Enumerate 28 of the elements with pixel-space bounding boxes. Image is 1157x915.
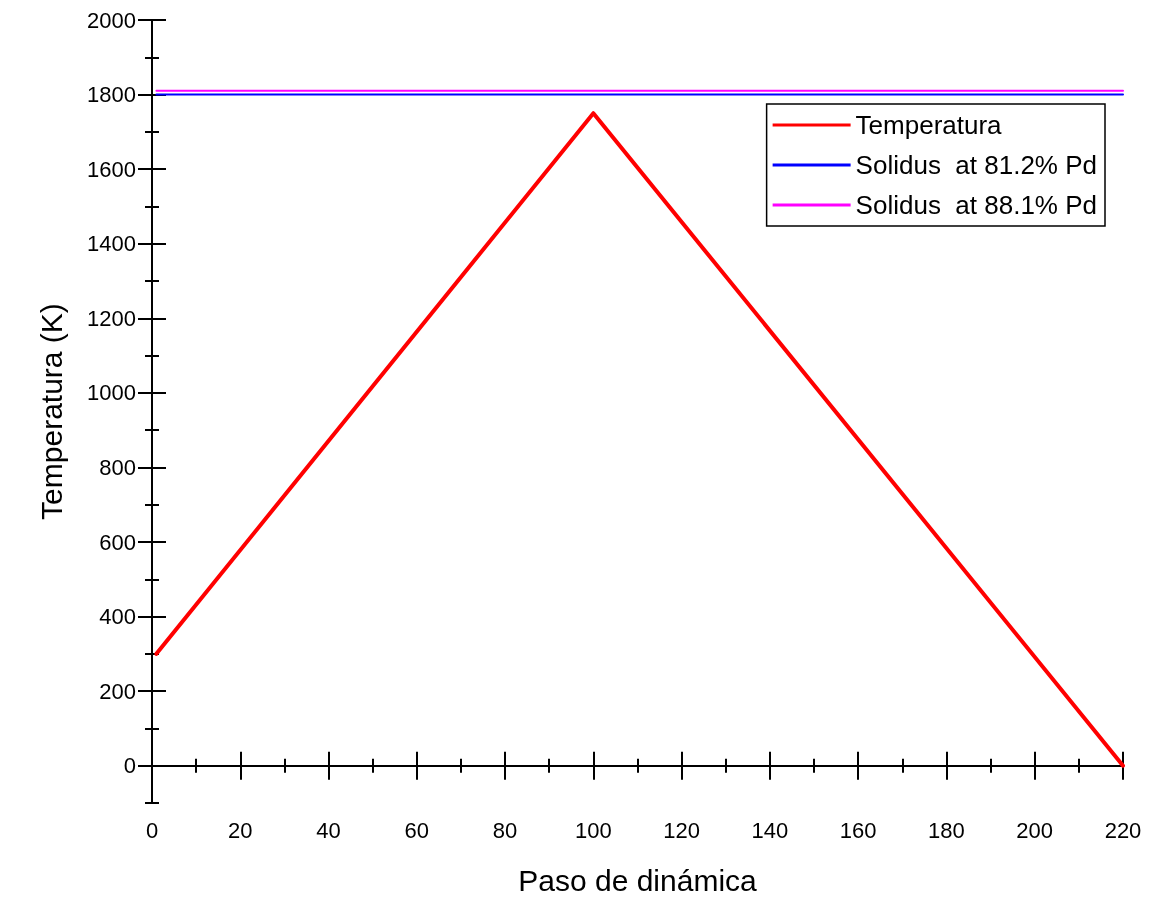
y-tick-label: 2000	[87, 7, 136, 33]
x-tick-label: 80	[492, 817, 518, 843]
x-tick-label: 20	[228, 817, 253, 843]
x-tick-label: 0	[145, 817, 159, 843]
y-tick-label: 600	[99, 529, 136, 555]
x-tick-label: 60	[404, 817, 430, 843]
y-tick-label: 1400	[87, 231, 136, 257]
legend-label: Temperatura	[855, 110, 1003, 140]
y-tick-label: 0	[123, 753, 136, 779]
y-tick-label: 800	[99, 454, 136, 480]
y-tick-label: 1200	[87, 305, 136, 331]
legend-label: Solidus at 88.1% Pd	[855, 190, 1098, 220]
x-tick-label: 140	[751, 817, 789, 843]
x-tick-label: 160	[839, 817, 877, 843]
legend-label: Solidus at 81.2% Pd	[855, 150, 1098, 180]
x-tick-label: 200	[1016, 817, 1054, 843]
x-tick-label: 220	[1104, 817, 1142, 843]
y-axis-title: Temperatura (K)	[34, 303, 68, 520]
x-tick-label: 40	[316, 817, 341, 843]
y-tick-label: 400	[99, 604, 136, 630]
x-tick-label: 120	[663, 817, 700, 843]
y-tick-label: 200	[99, 678, 136, 704]
y-tick-label: 1600	[87, 156, 136, 182]
x-tick-label: 100	[575, 817, 612, 843]
y-tick-label: 1000	[87, 380, 136, 406]
y-tick-label: 1800	[87, 82, 136, 108]
x-tick-label: 180	[928, 817, 965, 843]
x-axis-title: Paso de dinámica	[518, 863, 758, 897]
